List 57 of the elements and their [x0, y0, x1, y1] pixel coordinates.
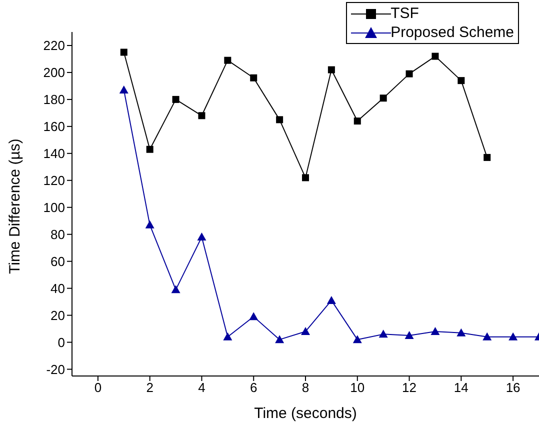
point [250, 74, 258, 82]
point [120, 48, 128, 56]
point [171, 285, 180, 294]
x-axis-title: Time (seconds) [254, 405, 357, 422]
y-tick-label: 0 [58, 334, 65, 350]
y-tick-label: 160 [43, 119, 65, 134]
point [301, 326, 310, 335]
point [119, 86, 128, 94]
y-tick-label: 200 [43, 65, 65, 80]
point [508, 332, 518, 340]
point [197, 232, 206, 241]
point [146, 146, 154, 153]
x-tick-label: 8 [302, 380, 310, 396]
point [145, 220, 154, 228]
legend-label: Proposed Scheme [390, 24, 514, 41]
x-tick-label: 12 [402, 380, 417, 396]
point [198, 112, 206, 120]
point [404, 331, 414, 340]
point [482, 332, 492, 340]
x-tick-label: 14 [454, 380, 468, 396]
point [326, 296, 336, 304]
legend-label: TSF [390, 5, 419, 22]
point [378, 330, 388, 338]
point [223, 332, 232, 340]
x-tick-label: 0 [94, 380, 102, 396]
point [432, 52, 439, 60]
point [458, 77, 465, 84]
x-tick-label: 10 [350, 380, 365, 396]
y-tick-label: 100 [43, 200, 65, 215]
point [275, 335, 284, 344]
y-tick-label: 140 [43, 146, 65, 162]
point [302, 174, 309, 182]
y-tick-label: 80 [50, 226, 65, 242]
x-tick-label: 4 [198, 380, 206, 396]
x-tick-label: 6 [250, 380, 258, 396]
y-tick-label: 40 [50, 280, 65, 296]
point [430, 326, 440, 335]
point [172, 96, 180, 103]
point [380, 94, 387, 102]
x-tick-label: 2 [146, 380, 154, 396]
point [328, 66, 335, 74]
point [249, 312, 258, 320]
y-tick-label: 220 [43, 38, 65, 54]
y-axis-title: Time Difference (µs) [6, 138, 24, 274]
point [352, 335, 362, 344]
y-tick-label: 60 [50, 254, 65, 269]
point [224, 56, 232, 64]
y-tick-label: -20 [46, 362, 65, 377]
point [456, 328, 466, 336]
point [406, 70, 413, 78]
y-tick-label: 20 [50, 308, 65, 323]
x-tick-label: 16 [506, 380, 520, 396]
point [354, 118, 361, 125]
point [276, 116, 284, 124]
y-tick-label: 120 [43, 173, 65, 188]
y-tick-label: 180 [43, 92, 65, 108]
point [484, 154, 491, 161]
